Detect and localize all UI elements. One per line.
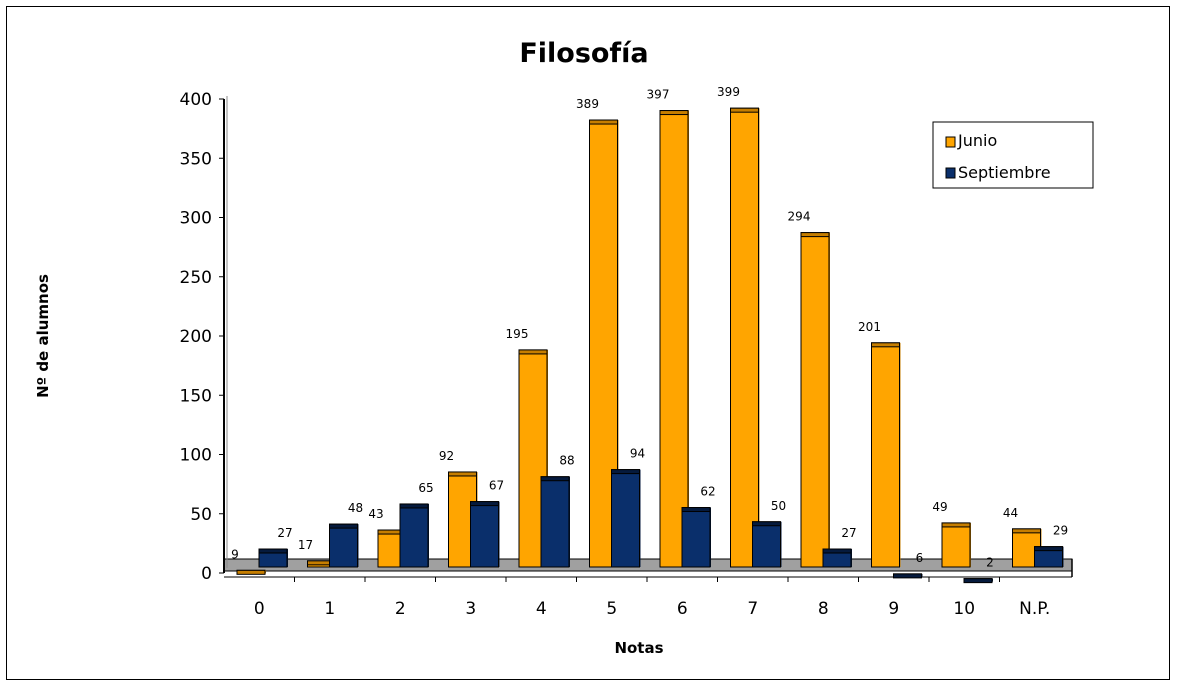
data-label: 397 (647, 88, 670, 102)
data-label: 44 (1003, 506, 1018, 520)
x-tick-label: 5 (606, 599, 617, 619)
bar-top (258, 548, 288, 554)
bar-top (470, 501, 499, 507)
bar-top (963, 578, 993, 584)
bar-top (941, 522, 971, 528)
bar-septiembre (329, 523, 358, 568)
bar-top (611, 469, 640, 475)
y-tick-label: 0 (201, 564, 212, 584)
data-label: 2 (986, 556, 994, 570)
bar-top (540, 476, 570, 482)
x-tick-label: N.P. (1019, 599, 1050, 619)
bar-junio (941, 522, 971, 568)
bar-top (752, 521, 781, 527)
y-tick-label: 250 (180, 268, 212, 288)
bar-top (893, 573, 922, 579)
data-label: 389 (576, 97, 599, 111)
bar-top (236, 569, 266, 575)
data-label: 195 (506, 327, 529, 341)
x-tick-label: 3 (465, 599, 476, 619)
bar-septiembre (752, 521, 781, 568)
bar-top (1034, 546, 1063, 552)
chart-title: Filosofía (519, 38, 648, 69)
bar-junio (800, 232, 830, 568)
y-tick-label: 150 (180, 386, 212, 406)
data-label: 27 (841, 526, 856, 540)
bar-septiembre (470, 501, 499, 568)
bar-top (518, 349, 548, 355)
bar-septiembre (540, 476, 570, 568)
bar-top (730, 107, 759, 113)
y-tick-label: 50 (190, 505, 212, 525)
data-label: 201 (858, 320, 881, 334)
y-tick-label: 300 (180, 209, 212, 229)
data-label: 6 (916, 551, 924, 565)
data-label: 50 (771, 499, 786, 513)
bar-top (589, 119, 618, 125)
data-label: 65 (418, 481, 433, 495)
data-label: 43 (368, 507, 383, 521)
bar-top (329, 523, 358, 529)
legend-box (932, 121, 1094, 189)
data-label: 294 (788, 210, 811, 224)
bar-top (822, 548, 852, 554)
y-tick-label: 100 (180, 446, 212, 466)
bar-top (448, 471, 477, 477)
legend-swatch-junio (945, 136, 956, 148)
legend-label-septiembre: Septiembre (958, 163, 1051, 182)
data-label: 29 (1053, 524, 1068, 538)
bar-junio (871, 342, 900, 568)
legend: Junio Septiembre (932, 121, 1094, 189)
bar-junio (659, 110, 689, 568)
data-label: 17 (298, 538, 313, 552)
x-axis-title: Notas (614, 639, 663, 657)
legend-label-junio: Junio (957, 131, 997, 150)
bar-top (659, 110, 689, 116)
x-tick-label: 4 (536, 599, 547, 619)
data-label: 62 (700, 485, 715, 499)
data-label: 92 (439, 449, 454, 463)
x-tick-label: 0 (254, 599, 265, 619)
x-tick-label: 10 (953, 599, 975, 619)
y-tick-label: 200 (180, 327, 212, 347)
x-tick-label: 8 (818, 599, 829, 619)
bar-septiembre (399, 503, 429, 568)
bar-junio (730, 107, 759, 568)
x-tick-label: 9 (888, 599, 899, 619)
x-tick-label: 7 (747, 599, 758, 619)
y-tick-label: 350 (180, 149, 212, 169)
legend-swatch-septiembre (945, 167, 956, 179)
data-label: 94 (630, 447, 645, 461)
bar-septiembre (611, 469, 640, 568)
bar-top (800, 232, 830, 238)
data-label: 48 (348, 501, 363, 515)
bar-top (1012, 528, 1041, 534)
x-tick-label: 2 (395, 599, 406, 619)
data-label: 49 (932, 500, 947, 514)
bar-top (399, 503, 429, 509)
data-label: 88 (559, 454, 574, 468)
data-label: 27 (277, 526, 292, 540)
bar-top (681, 507, 711, 513)
x-tick-label: 1 (324, 599, 335, 619)
data-label: 67 (489, 479, 504, 493)
bar-septiembre (681, 507, 711, 568)
y-axis-title: Nº de alumnos (34, 274, 52, 398)
bar-top (871, 342, 900, 348)
data-label: 9 (231, 547, 239, 561)
data-label: 399 (717, 85, 740, 99)
x-tick-label: 6 (677, 599, 688, 619)
y-tick-label: 400 (180, 90, 212, 110)
